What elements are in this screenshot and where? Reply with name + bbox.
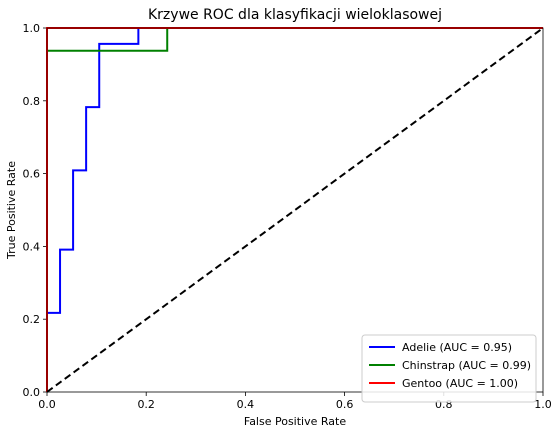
y-tick-label: 0.4	[23, 240, 41, 253]
y-axis-label: True Positive Rate	[5, 161, 18, 260]
y-tick-label: 0.6	[23, 168, 41, 181]
plot-frame	[46, 27, 544, 393]
legend-label: Gentoo (AUC = 1.00)	[402, 377, 518, 390]
legend: Adelie (AUC = 0.95) Chinstrap (AUC = 0.99…	[361, 334, 537, 403]
chart-title: Krzywe ROC dla klasyfikacji wieloklasowe…	[148, 7, 442, 23]
legend-label: Adelie (AUC = 0.95)	[402, 341, 512, 354]
random-guess-line	[46, 27, 544, 393]
y-tick-label: 0.8	[23, 95, 41, 108]
legend-box	[361, 334, 537, 403]
roc-line-adelie	[46, 27, 543, 392]
x-tick-label: 0.6	[336, 398, 354, 411]
ticks-layer: 0.0 0.2 0.4 0.6 0.8 1.00.00.20.40.60.81.0	[23, 22, 552, 411]
y-tick-label: 1.0	[23, 22, 41, 35]
x-tick-label: 1.0	[534, 398, 552, 411]
y-tick-label: 0.0	[23, 386, 41, 399]
x-axis-label: False Positive Rate	[244, 415, 346, 428]
x-tick-label: 0.4	[237, 398, 255, 411]
legend-label: Chinstrap (AUC = 0.99)	[402, 359, 531, 372]
y-tick-label: 0.2	[23, 313, 41, 326]
x-tick-label: 0.2	[137, 398, 155, 411]
x-tick-label: 0.0	[38, 398, 56, 411]
